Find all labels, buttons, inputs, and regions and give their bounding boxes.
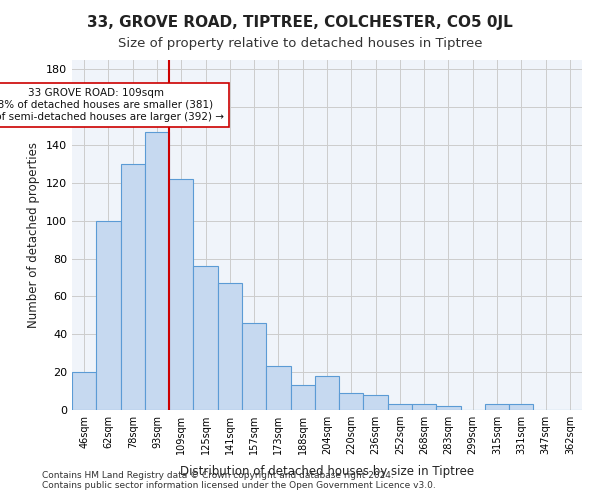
Bar	[339, 393, 364, 410]
Text: 33 GROVE ROAD: 109sqm
← 48% of detached houses are smaller (381)
50% of semi-det: 33 GROVE ROAD: 109sqm ← 48% of detached …	[0, 88, 224, 122]
Bar	[315, 376, 339, 410]
X-axis label: Distribution of detached houses by size in Tiptree: Distribution of detached houses by size …	[180, 466, 474, 478]
Bar	[364, 395, 388, 410]
Bar	[96, 221, 121, 410]
Bar	[436, 406, 461, 410]
Bar	[242, 323, 266, 410]
Bar	[193, 266, 218, 410]
Bar	[266, 366, 290, 410]
Bar	[485, 404, 509, 410]
Bar	[290, 386, 315, 410]
Text: Contains HM Land Registry data © Crown copyright and database right 2024.
Contai: Contains HM Land Registry data © Crown c…	[42, 470, 436, 490]
Bar	[509, 404, 533, 410]
Bar	[145, 132, 169, 410]
Bar	[72, 372, 96, 410]
Bar	[169, 179, 193, 410]
Text: Size of property relative to detached houses in Tiptree: Size of property relative to detached ho…	[118, 38, 482, 51]
Text: 33, GROVE ROAD, TIPTREE, COLCHESTER, CO5 0JL: 33, GROVE ROAD, TIPTREE, COLCHESTER, CO5…	[87, 15, 513, 30]
Bar	[388, 404, 412, 410]
Bar	[218, 283, 242, 410]
Y-axis label: Number of detached properties: Number of detached properties	[28, 142, 40, 328]
Bar	[412, 404, 436, 410]
Bar	[121, 164, 145, 410]
